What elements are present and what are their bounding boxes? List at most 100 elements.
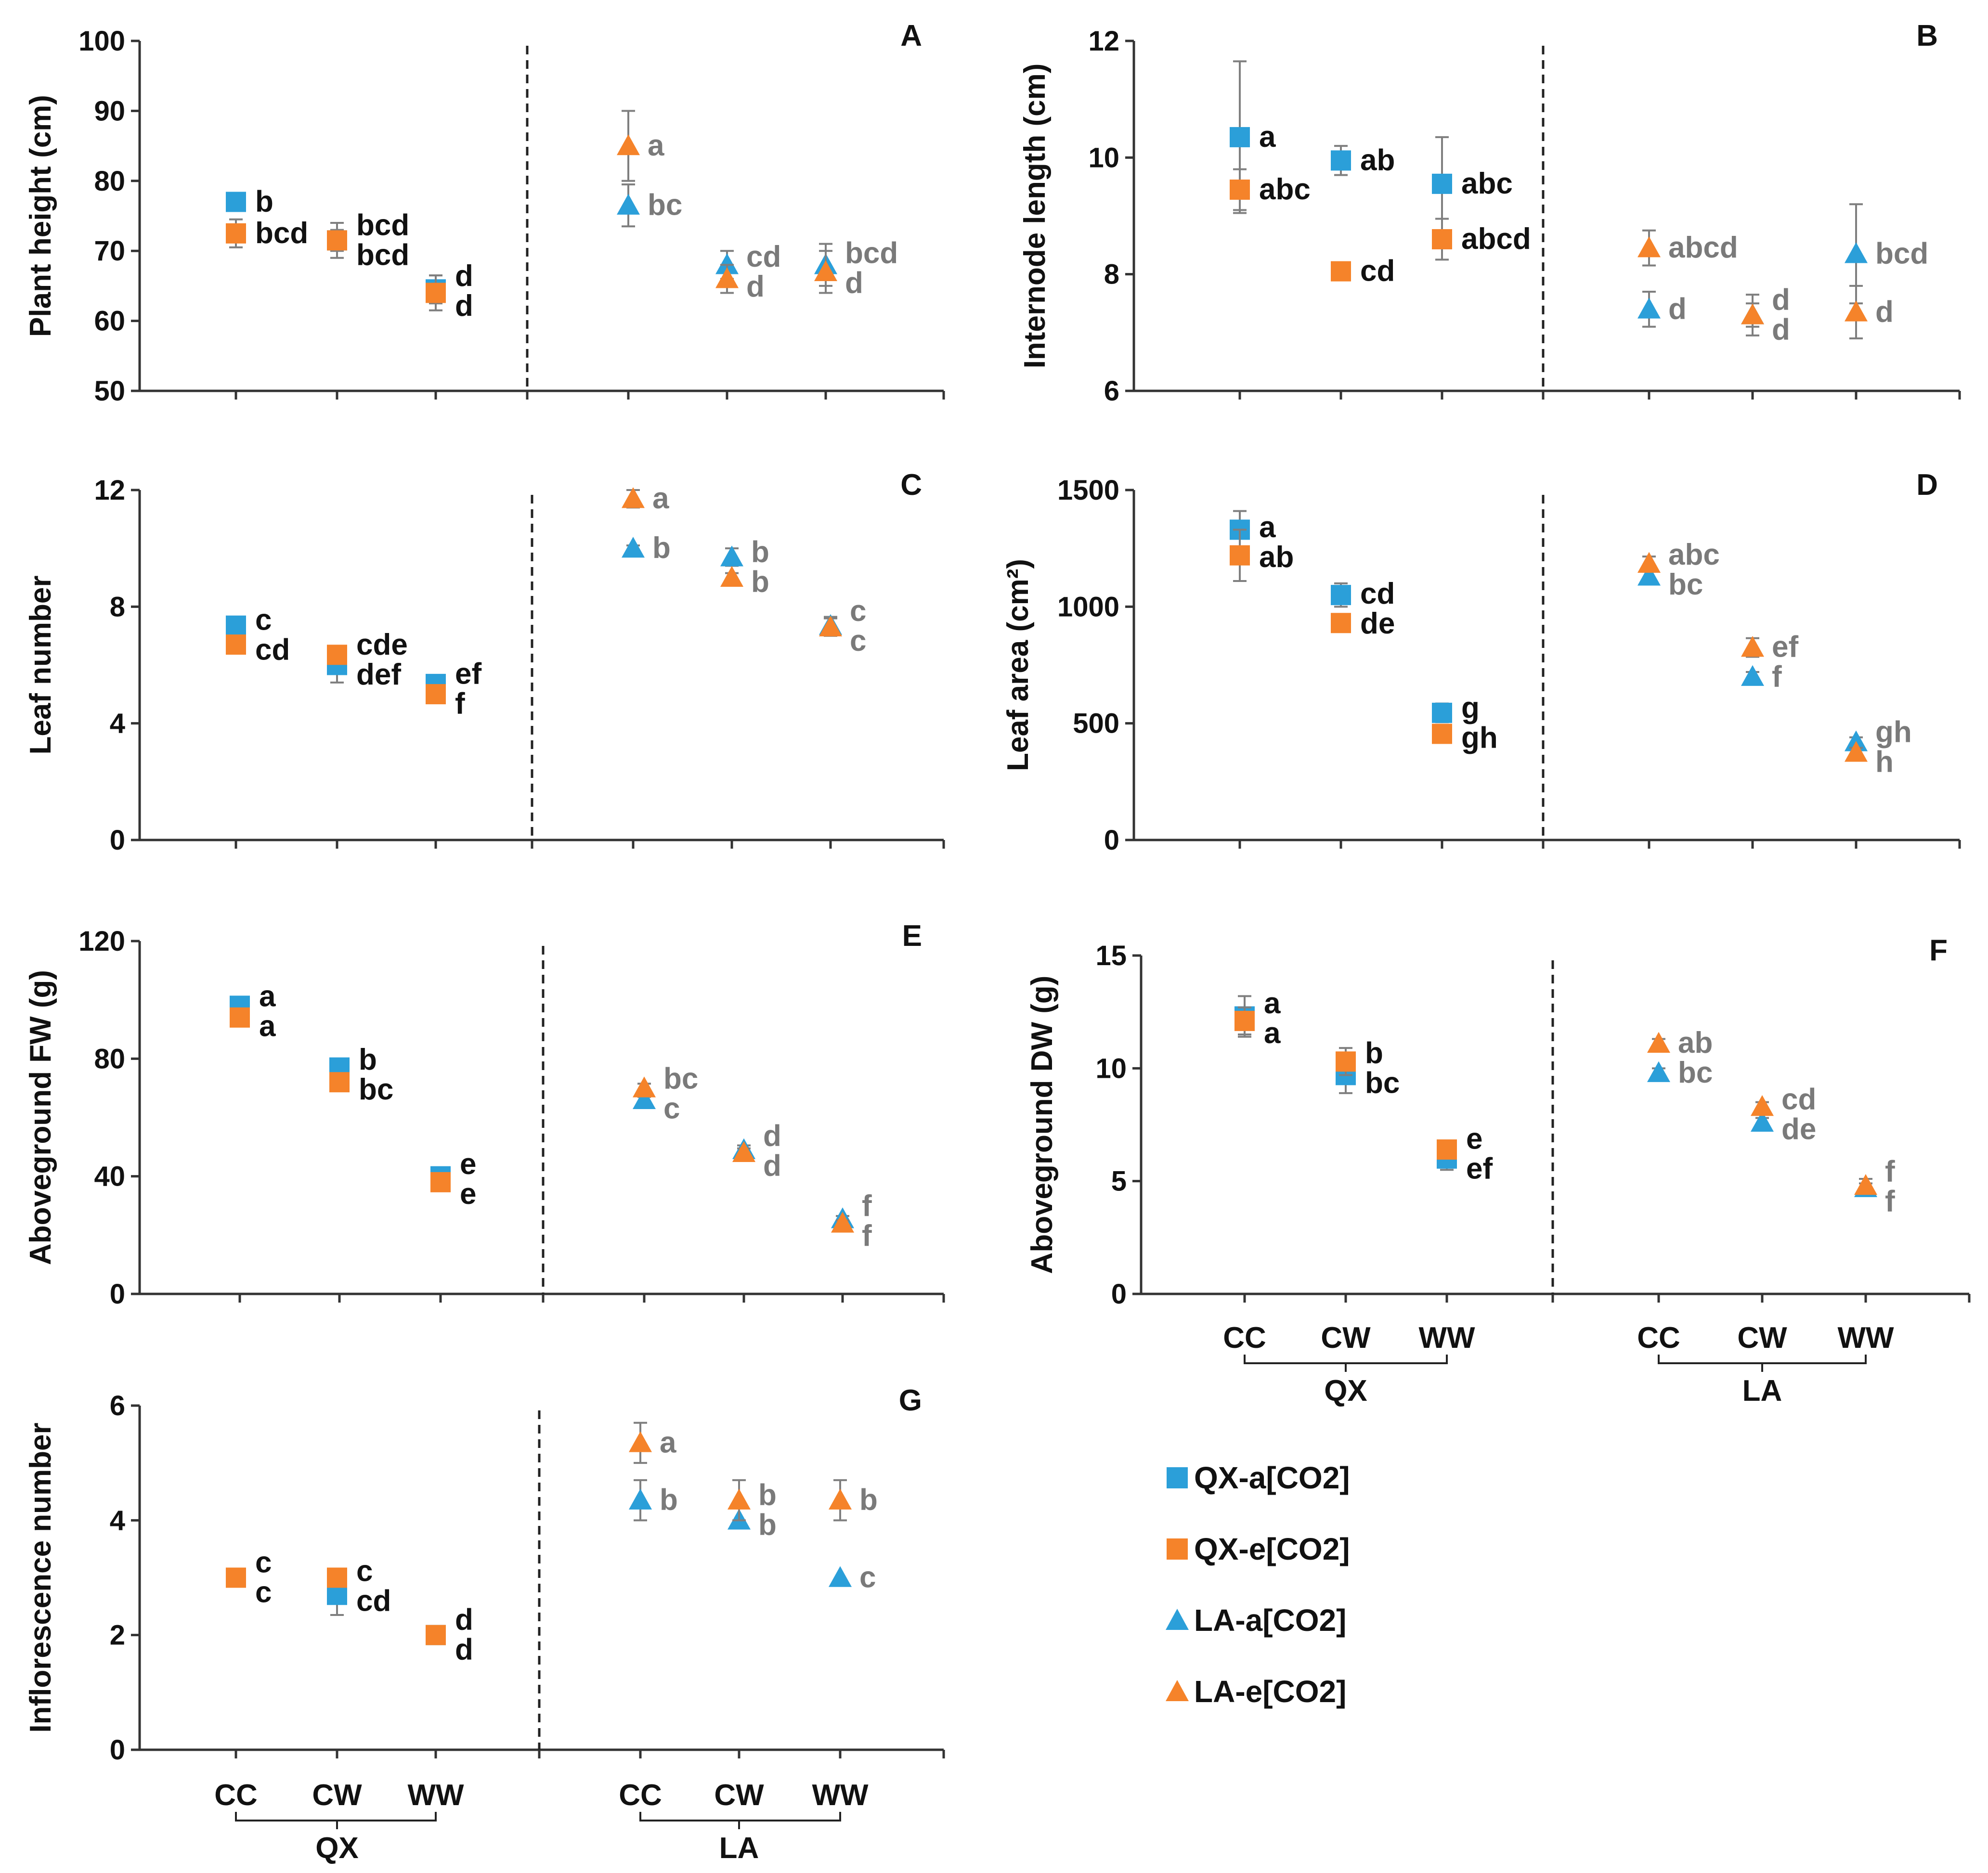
legend-item-la-a: LA-a[CO2] [1166, 1603, 1346, 1638]
significance-letter: cd [255, 633, 290, 666]
significance-letter: d [746, 270, 765, 303]
data-point [1331, 150, 1351, 171]
data-point [1741, 665, 1764, 686]
significance-letter: b [652, 531, 671, 565]
data-point [829, 1566, 852, 1587]
treatment-label-upper-ww: WW [1837, 1321, 1894, 1355]
data-point [1647, 1061, 1670, 1082]
significance-letter: de [1781, 1112, 1816, 1146]
data-point [633, 1088, 656, 1110]
y-tick-label: 80 [94, 1043, 125, 1074]
treatment-label-lower-ww: WW [407, 1779, 464, 1812]
series-qx-e [1230, 168, 1452, 282]
panel-letter: F [1929, 934, 1948, 967]
data-point [720, 566, 743, 587]
series-qx-a [1230, 510, 1452, 723]
treatment-label-lower-cw: CW [312, 1779, 362, 1812]
significance-letter: abc [1668, 538, 1720, 571]
data-point [1751, 1111, 1774, 1132]
y-tick-label: 60 [94, 306, 125, 337]
y-tick-label: 0 [110, 1279, 125, 1310]
group-label-lower-la: LA [719, 1832, 759, 1865]
y-axis-label: Aboveground FW (g) [24, 970, 57, 1265]
significance-letter: a [259, 980, 276, 1013]
data-point [226, 615, 246, 636]
significance-letter: bc [663, 1062, 698, 1096]
data-point [226, 1567, 246, 1588]
significance-letter: abcd [1461, 222, 1531, 256]
panel-letter: E [902, 919, 922, 953]
significance-letter: bcd [255, 217, 308, 250]
y-axis-label: Leaf area (cm²) [1001, 559, 1035, 771]
data-point [327, 645, 347, 665]
panel-letter: B [1916, 19, 1938, 52]
significance-letter: b [758, 1508, 777, 1541]
series-la-e [622, 487, 842, 637]
data-point [1331, 585, 1351, 606]
y-tick-label: 0 [110, 825, 125, 856]
significance-letter: bc [1668, 568, 1703, 601]
significance-letter: b [859, 1484, 878, 1517]
significance-letter: cd [1781, 1083, 1816, 1116]
data-point [629, 1431, 652, 1452]
y-tick-label: 6 [110, 1390, 125, 1421]
data-point [1234, 1010, 1255, 1031]
data-point [829, 1488, 852, 1510]
treatment-label-lower-cc: CC [214, 1779, 258, 1812]
significance-letter: abcd [1668, 231, 1738, 264]
data-point [426, 283, 446, 303]
y-tick-label: 80 [94, 166, 125, 197]
legend-item-qx-e: QX-e[CO2] [1167, 1532, 1350, 1566]
data-point [1854, 1174, 1877, 1195]
group-bracket [1244, 1355, 1448, 1372]
significance-letter: a [660, 1426, 676, 1459]
y-tick-label: 8 [110, 591, 125, 622]
significance-letter: f [1885, 1155, 1895, 1188]
y-tick-label: 120 [78, 926, 125, 957]
significance-letter: b [359, 1043, 377, 1076]
legend-square-marker [1167, 1538, 1188, 1560]
data-point [1230, 179, 1250, 200]
data-point [622, 537, 645, 558]
significance-letter: de [1360, 607, 1395, 640]
significance-letter: d [455, 1633, 473, 1666]
data-point [1637, 565, 1661, 586]
data-point [622, 487, 645, 508]
legend-label: QX-e[CO2] [1194, 1532, 1350, 1566]
treatment-label-upper-cw: CW [1321, 1321, 1371, 1355]
y-tick-label: 1500 [1057, 475, 1119, 506]
legend-item-qx-a: QX-a[CO2] [1167, 1460, 1350, 1495]
significance-letter: cd [356, 1584, 391, 1617]
series-la-e [1637, 552, 1868, 762]
data-point [819, 615, 842, 636]
significance-letter: ab [1259, 541, 1294, 574]
significance-letter: c [356, 1554, 373, 1588]
significance-letter: d [1875, 295, 1894, 328]
significance-letter: a [1264, 1017, 1281, 1050]
significance-letter: e [460, 1148, 476, 1181]
significance-letter: def [356, 658, 401, 691]
data-point [831, 1212, 854, 1233]
group-bracket [639, 1812, 841, 1829]
data-point [1637, 236, 1661, 258]
significance-letter: bcd [356, 238, 409, 271]
significance-letter: a [1259, 120, 1276, 154]
data-point [426, 684, 446, 705]
significance-letter: abc [1259, 173, 1311, 206]
significance-letter: a [652, 482, 669, 515]
significance-letter: ef [1772, 630, 1798, 663]
significance-letter: f [1772, 660, 1782, 693]
data-point [715, 253, 739, 274]
y-tick-label: 6 [1104, 375, 1119, 407]
y-tick-label: 0 [110, 1734, 125, 1766]
significance-letter: g [1461, 692, 1480, 725]
data-point [426, 1625, 446, 1645]
significance-letter: c [255, 603, 272, 636]
significance-letter: cd [1360, 577, 1395, 610]
data-point [728, 1488, 751, 1510]
data-point [1845, 242, 1868, 263]
data-point [720, 545, 743, 567]
